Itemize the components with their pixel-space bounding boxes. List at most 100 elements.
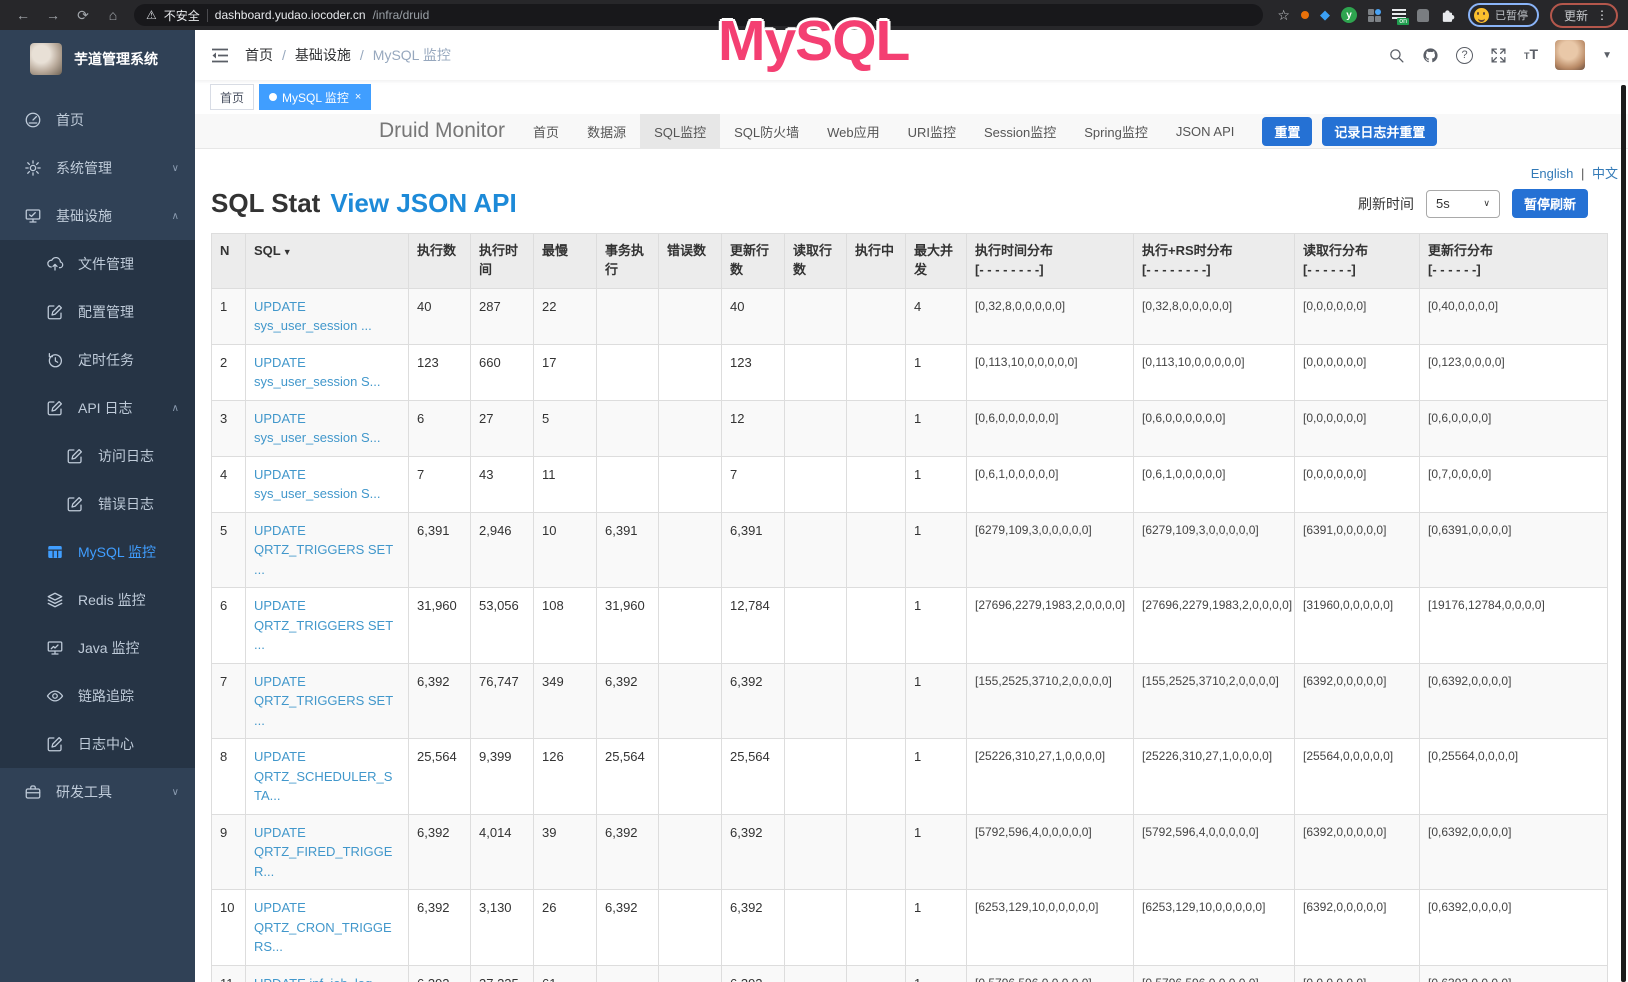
sql-link[interactable]: UPDATE inf_job_log SET e... [254,976,372,982]
user-avatar[interactable] [1555,40,1586,70]
extension-squares-icon[interactable] [1367,8,1381,22]
font-size-icon[interactable]: TT [1524,46,1539,62]
table-cell: 6,392 [596,889,659,966]
app-logo[interactable]: 芋道管理系统 [0,30,195,88]
sql-link[interactable]: UPDATE QRTZ_TRIGGERS SET ... [254,598,393,653]
extension-gray-icon[interactable] [1416,8,1429,22]
reset-button[interactable]: 重置 [1262,116,1313,146]
table-cell [784,813,847,891]
sidebar-item[interactable]: 基础设施 ∧ [0,192,195,240]
browser-forward-icon[interactable]: → [46,7,60,23]
table-cell [784,738,847,815]
column-header[interactable]: 执行时间 [470,233,534,289]
sql-link[interactable]: UPDATE QRTZ_TRIGGERS SET ... [254,673,393,728]
lang-chinese-link[interactable]: 中文 [1591,166,1618,181]
column-header[interactable]: 事务执行 [596,233,659,289]
lang-english-link[interactable]: English [1530,166,1574,181]
druid-tab[interactable]: URI监控 [907,124,956,140]
sidebar-item[interactable]: 定时任务 [0,336,195,384]
extension-gem-icon[interactable]: ◆ [1319,7,1330,22]
sidebar-item[interactable]: 系统管理 ∨ [0,144,195,192]
column-header[interactable]: N [211,233,246,289]
sidebar-item[interactable]: Java 监控 [0,624,195,672]
sidebar-item[interactable]: 首页 [0,96,195,144]
sidebar-item[interactable]: 链路追踪 [0,672,195,720]
druid-tab[interactable]: Spring监控 [1084,124,1148,140]
sidebar-item[interactable]: 访问日志 [0,432,195,480]
sql-link[interactable]: UPDATE QRTZ_CRON_TRIGGERS... [254,900,392,955]
help-icon[interactable]: ? [1456,46,1474,64]
browser-home-icon[interactable]: ⌂ [108,7,118,23]
extension-y-icon[interactable]: y [1340,7,1357,23]
druid-tab[interactable]: Web应用 [827,124,880,140]
refresh-interval-select[interactable]: 5s ∨ [1425,189,1500,218]
table-cell: [6279,109,3,0,0,0,0,0] [1133,511,1295,589]
close-icon[interactable]: × [354,91,362,103]
column-header[interactable]: 读取行分布 [- - - - - -] [1294,233,1420,289]
sql-link[interactable]: UPDATE sys_user_session S... [254,466,381,502]
sql-link[interactable]: UPDATE QRTZ_SCHEDULER_STA... [254,749,393,804]
search-icon[interactable] [1388,47,1405,64]
address-bar[interactable]: ⚠ 不安全 dashboard.yudao.iocoder.cn /infra/… [134,4,1264,26]
sql-link[interactable]: UPDATE QRTZ_FIRED_TRIGGER... [254,824,393,879]
table-row: 8 UPDATE QRTZ_SCHEDULER_STA... 25,564 9,399… [211,738,1608,815]
column-header[interactable]: 最慢 [533,233,597,289]
column-header[interactable]: 执行时间分布 [- - - - - - - -] [966,233,1134,289]
sidebar-item[interactable]: 研发工具 ∨ [0,768,195,816]
sidebar-item[interactable]: 文件管理 [0,240,195,288]
sql-link[interactable]: UPDATE sys_user_session S... [254,354,381,390]
column-header[interactable]: 执行数 [408,233,471,289]
column-header[interactable]: 执行中 [846,233,906,289]
extension-donut-icon[interactable] [1300,11,1309,19]
pause-refresh-button[interactable]: 暂停刷新 [1511,189,1588,218]
druid-tab[interactable]: SQL监控 [640,114,721,148]
sidebar-item[interactable]: API 日志 ∧ [0,384,195,432]
column-header[interactable]: 更新行分布 [- - - - - -] [1419,233,1608,289]
bookmark-star-icon[interactable]: ☆ [1277,6,1290,23]
scrollbar[interactable] [1621,85,1626,982]
log-and-reset-button[interactable]: 记录日志并重置 [1322,116,1438,146]
breadcrumb-infra[interactable]: 基础设施 [294,47,351,63]
column-header[interactable]: 读取行数 [784,233,847,289]
chevron-down-icon[interactable]: ▼ [1602,49,1612,61]
sidebar-collapse-icon[interactable] [211,48,229,63]
sql-link[interactable]: UPDATE sys_user_session S... [254,410,381,446]
view-json-api-link[interactable]: View JSON API [330,188,517,218]
tag-home[interactable]: 首页 [210,84,255,110]
table-cell: 9,399 [470,738,534,815]
table-cell: UPDATE QRTZ_FIRED_TRIGGER... [245,813,409,891]
browser-profile[interactable]: 已暂停 [1467,3,1539,27]
tag-mysql-monitor[interactable]: MySQL 监控 × [259,84,372,110]
column-header[interactable]: 错误数 [658,233,722,289]
fullscreen-icon[interactable] [1490,47,1507,64]
sidebar-item[interactable]: 错误日志 [0,480,195,528]
druid-tab[interactable]: 首页 [533,124,560,140]
table-cell: 6 [408,399,471,457]
druid-tab[interactable]: SQL防火墙 [734,124,800,140]
sql-link[interactable]: UPDATE QRTZ_TRIGGERS SET ... [254,522,393,577]
sidebar-item[interactable]: 日志中心 [0,720,195,768]
sidebar-item[interactable]: 配置管理 [0,288,195,336]
column-header[interactable]: SQL ▼ [245,233,409,289]
druid-tab[interactable]: JSON API [1175,123,1235,139]
extension-list-icon[interactable]: on [1391,9,1409,25]
browser-reload-icon[interactable]: ⟳ [77,6,89,23]
sidebar-item[interactable]: Redis 监控 [0,576,195,624]
breadcrumb-home[interactable]: 首页 [245,47,273,63]
github-icon[interactable] [1422,47,1439,64]
sidebar-item-label: 访问日志 [98,448,154,464]
browser-update-button[interactable]: 更新 ⋮ [1549,2,1618,28]
sidebar-item[interactable]: MySQL 监控 [0,528,195,576]
druid-brand[interactable]: Druid Monitor [379,119,506,142]
column-header[interactable]: 更新行数 [721,233,785,289]
browser-back-icon[interactable]: ← [16,7,30,23]
extensions-puzzle-icon[interactable] [1440,7,1457,24]
column-header[interactable]: 最大并发 [905,233,967,289]
column-header[interactable]: 执行+RS时分布 [- - - - - - - -] [1133,233,1295,289]
druid-tab[interactable]: Session监控 [984,124,1057,140]
table-cell: 7 [408,455,471,513]
kebab-menu-icon[interactable]: ⋮ [1596,8,1608,22]
druid-tab[interactable]: 数据源 [587,124,627,140]
sql-link[interactable]: UPDATE sys_user_session ... [254,298,372,334]
table-cell: [0,113,10,0,0,0,0,0] [1133,343,1295,401]
